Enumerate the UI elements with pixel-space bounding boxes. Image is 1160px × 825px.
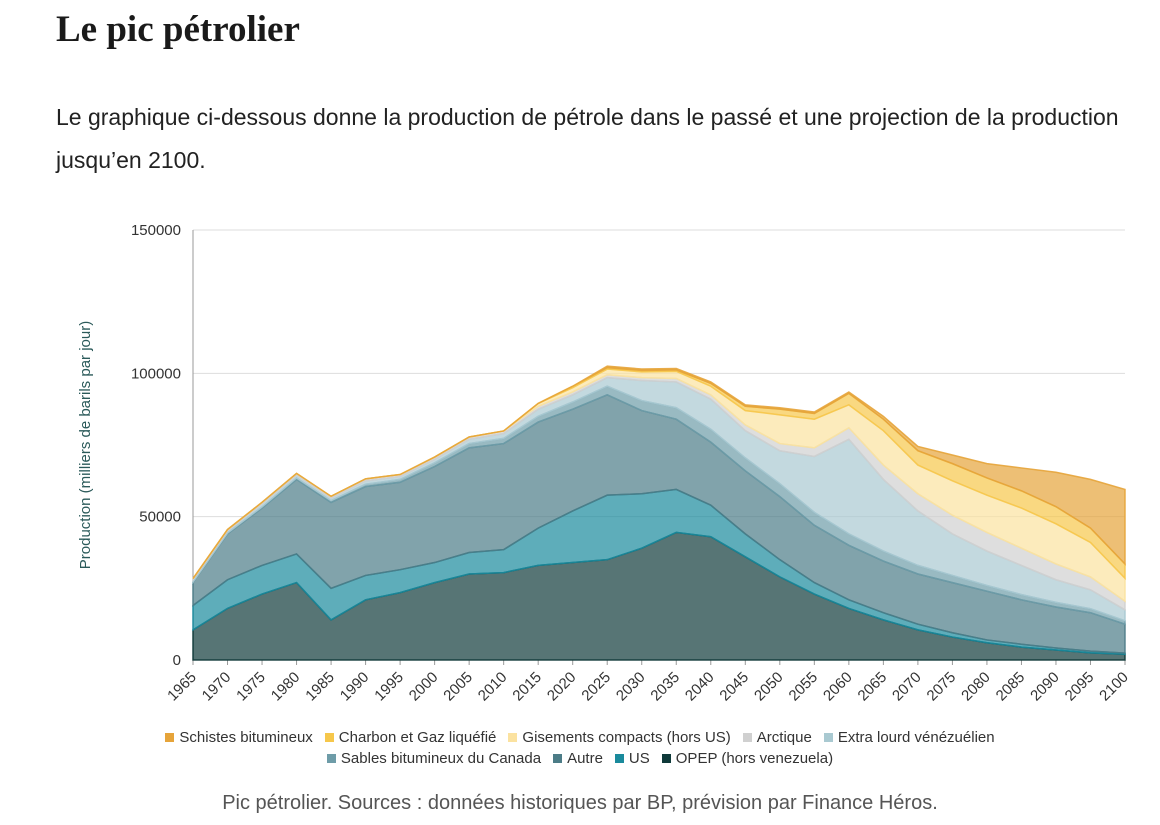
y-tick-label: 50000 [139,509,181,526]
chart: 0500001000001500001965197019751980198519… [77,222,1132,705]
legend-item[interactable]: US [614,750,650,767]
legend-label: Arctique [756,729,812,746]
legend-item[interactable]: Gisements compacts (hors US) [508,729,731,746]
x-tick-label: 2040 [682,669,718,705]
x-tick-label: 1990 [337,669,373,705]
x-tick-label: 2055 [786,669,822,705]
x-tick-label: 1975 [233,669,269,705]
legend-item[interactable]: Extra lourd vénézuélien [823,729,995,746]
legend-swatch [326,754,336,763]
x-tick-label: 2015 [509,669,545,705]
x-tick-label: 2060 [820,669,856,705]
legend: Schistes bitumineux Charbon et Gaz liquéf… [0,727,1160,769]
caption: Pic pétrolier. Sources : données histori… [222,792,938,814]
legend-label: US [628,750,650,767]
x-tick-label: 1995 [371,669,407,705]
legend-label: Gisements compacts (hors US) [522,729,731,746]
legend-label: OPEP (hors venezuela) [675,750,834,767]
x-tick-label: 2045 [717,669,753,705]
legend-item[interactable]: Schistes bitumineux [165,729,313,746]
legend-swatch [823,733,833,742]
legend-swatch [661,754,671,763]
x-tick-label: 2035 [647,669,683,705]
x-tick-label: 2025 [578,669,614,705]
legend-item[interactable]: Charbon et Gaz liquéfié [324,729,497,746]
x-tick-label: 2065 [855,669,891,705]
x-tick-label: 1970 [199,669,235,705]
legend-row: Sables bitumineux du Canada Autre US OPEP (… [0,748,1160,769]
legend-label: Schistes bitumineux [179,729,313,746]
paragraph: Le graphique ci-dessous donne la product… [56,104,1119,173]
x-tick-label: 2070 [889,669,925,705]
y-tick-label: 0 [173,652,181,669]
legend-label: Charbon et Gaz liquéfié [338,729,497,746]
x-tick-label: 2085 [993,669,1029,705]
legend-row: Schistes bitumineux Charbon et Gaz liquéf… [0,727,1160,748]
legend-item[interactable]: Arctique [742,729,812,746]
y-axis-label: Production (milliers de barils par jour) [77,321,94,569]
x-tick-label: 2090 [1027,669,1063,705]
legend-label: Extra lourd vénézuélien [837,729,995,746]
legend-swatch [508,733,518,742]
legend-swatch [165,733,175,742]
x-tick-label: 1980 [268,669,304,705]
x-tick-label: 2095 [1062,669,1098,705]
x-tick-label: 1985 [302,669,338,705]
legend-swatch [553,754,563,763]
x-tick-label: 2030 [613,669,649,705]
legend-item[interactable]: OPEP (hors venezuela) [661,750,834,767]
legend-label: Sables bitumineux du Canada [340,750,542,767]
x-tick-label: 2080 [958,669,994,705]
legend-swatch [742,733,752,742]
heading: Le pic pétrolier [56,9,300,50]
x-tick-label: 1965 [164,669,200,705]
y-tick-label: 100000 [131,365,181,382]
x-tick-label: 2050 [751,669,787,705]
legend-swatch [324,733,334,742]
x-tick-label: 2010 [475,669,511,705]
x-tick-label: 2000 [406,669,442,705]
legend-label: Autre [567,750,603,767]
x-tick-label: 2005 [440,669,476,705]
legend-swatch [614,754,624,763]
y-tick-label: 150000 [131,222,181,239]
legend-item[interactable]: Autre [553,750,603,767]
x-tick-label: 2100 [1096,669,1132,705]
area [192,365,1126,580]
x-tick-label: 2075 [924,669,960,705]
legend-item[interactable]: Sables bitumineux du Canada [326,750,542,767]
x-tick-label: 2020 [544,669,580,705]
